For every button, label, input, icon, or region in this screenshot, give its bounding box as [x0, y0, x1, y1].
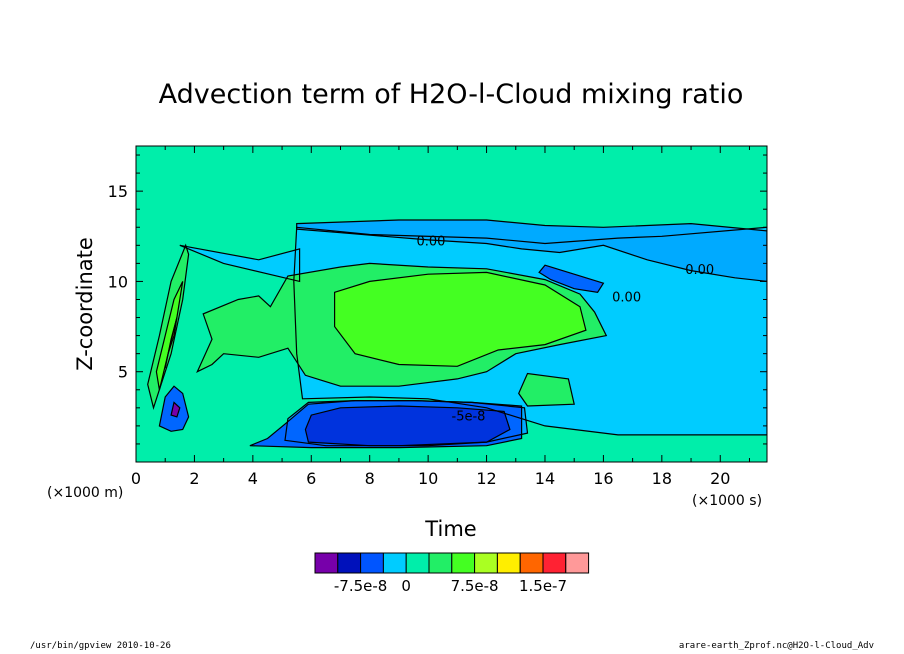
x-tick-label: 12	[476, 469, 496, 488]
colorbar-swatch	[542, 552, 567, 574]
y-tick-label: 5	[118, 363, 128, 382]
contour-regions	[147, 220, 767, 448]
y-tick-label: 10	[108, 272, 128, 291]
colorbar-swatch	[428, 552, 453, 574]
contour-label: 0.00	[685, 263, 714, 278]
contour-line-2.5e-8	[196, 262, 608, 387]
x-tick-label: 6	[306, 469, 316, 488]
y-unit-label: (×1000 m)	[47, 485, 123, 501]
colorbar-swatch	[565, 552, 590, 574]
colorbar-label: 7.5e-8	[451, 577, 499, 595]
x-tick-label: 2	[189, 469, 199, 488]
x-unit-label: (×1000 s)	[692, 493, 762, 509]
x-tick-label: 0	[131, 469, 141, 488]
contour-region-5e-8	[156, 281, 183, 390]
contour-lines	[147, 219, 767, 449]
contour-region-2.5e-8	[518, 373, 575, 406]
x-tick-label: 16	[593, 469, 613, 488]
colorbar-label: 1.5e-7	[519, 577, 567, 595]
y-axis-ticks: 5 10 15	[108, 154, 767, 445]
contour-region-0	[179, 245, 300, 282]
contour-line--1e-7	[170, 401, 181, 418]
x-tick-label: 4	[248, 469, 258, 488]
chart-title: Advection term of H2O-l-Cloud mixing rat…	[159, 79, 744, 110]
colorbar-swatch	[405, 552, 430, 574]
colorbar-swatch	[314, 552, 339, 574]
contour-line-5e-8	[334, 271, 587, 367]
contour-label: 0.00	[612, 290, 641, 305]
colorbar-swatch	[382, 552, 407, 574]
y-tick-label: 15	[108, 182, 128, 201]
contour-line-0	[179, 244, 301, 283]
colorbar-swatch	[496, 552, 521, 574]
contour-line-2.5e-8	[518, 372, 575, 407]
contour-region-5e-8	[334, 272, 586, 367]
y-axis-label: Z-coordinate	[73, 237, 97, 371]
contour-label: 0.00	[416, 234, 445, 249]
footer-left: /usr/bin/gpview 2010-10-26	[30, 641, 171, 651]
x-tick-label: 14	[535, 469, 555, 488]
contour-line-0	[293, 226, 767, 436]
colorbar-swatch	[474, 552, 498, 574]
contour-line--7.5e-8	[304, 405, 511, 447]
colorbar	[314, 552, 590, 574]
colorbar-labels: -7.5e-8 0 7.5e-8 1.5e-7	[334, 577, 567, 595]
colorbar-swatch	[337, 552, 362, 574]
contour-region--5e-8	[539, 265, 604, 293]
x-tick-label: 20	[710, 469, 730, 488]
x-tick-label: 8	[365, 469, 375, 488]
colorbar-swatch	[451, 552, 476, 574]
contour-line--5e-8	[538, 264, 605, 293]
x-axis-ticks: 0 2 4 6 8 10 12 14 16 18 20	[131, 146, 750, 488]
contour-line--5e-8	[249, 400, 523, 449]
footer-right: arare-earth_Zprof.nc@H2O-l-Cloud_Adv	[678, 641, 874, 651]
contour-labels: 0.00 0.00 0.00 -5e-8	[416, 234, 714, 424]
contour-region--7.5e-8	[305, 406, 510, 446]
contour-line--2.5e-8	[296, 219, 767, 283]
colorbar-label: -7.5e-8	[334, 577, 387, 595]
plot-frame	[135, 145, 768, 463]
colorbar-label: 0	[401, 577, 411, 595]
colorbar-swatch	[519, 552, 544, 574]
contour-label: -5e-8	[452, 409, 486, 424]
contour-line--5e-8	[158, 385, 190, 432]
x-tick-label: 10	[418, 469, 438, 488]
x-tick-label: 18	[652, 469, 672, 488]
contour-line-2.5e-8	[147, 243, 190, 410]
x-axis-label: Time	[424, 517, 476, 541]
contour-line-7.5e-8	[164, 317, 178, 369]
colorbar-swatch	[360, 552, 384, 574]
